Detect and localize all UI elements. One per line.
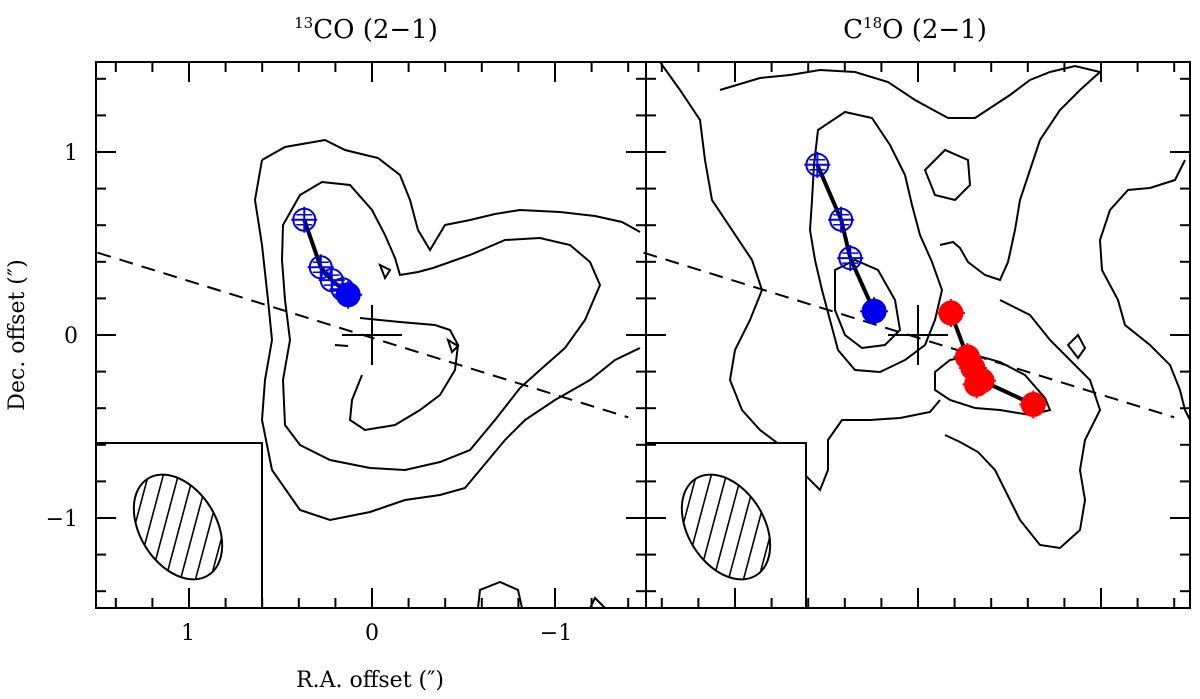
series-0-point-2 <box>837 245 864 272</box>
panel2-marks <box>804 151 1048 419</box>
panel2-contour-right <box>1098 159 1191 421</box>
panel2-source-cross <box>888 305 948 365</box>
series-0-point-0 <box>291 206 318 233</box>
panel1-beam-box <box>95 442 263 609</box>
panel1-contour-inner <box>348 317 460 432</box>
panel1 <box>95 61 647 609</box>
y-tick-label: −1 <box>46 507 78 532</box>
panel1-contour-outer-2 <box>253 159 641 522</box>
y-tick-label: 1 <box>64 141 78 166</box>
panel2-contour-island-2 <box>1066 333 1087 360</box>
panel2-title-pre: C <box>843 15 863 45</box>
panel2-contour-island-1 <box>923 148 972 202</box>
series-0-point-4 <box>334 280 363 309</box>
panel2-contour-top <box>719 64 1103 282</box>
panel1-contour-outer <box>261 138 641 252</box>
panel1-contour-mid <box>280 180 602 472</box>
panel2-beam-box <box>645 442 807 609</box>
panel1-contour-small <box>334 262 460 354</box>
x-tick-label: 1 <box>181 621 195 646</box>
panel1-marks <box>291 206 363 309</box>
panel2-title-sup: 18 <box>863 14 882 32</box>
panel2-frame <box>645 61 1191 609</box>
panel1-title-main: CO (2−1) <box>313 15 438 45</box>
panel2-contour-inner <box>834 258 902 350</box>
panel2-contour-outer <box>659 61 941 492</box>
x-tick-labels: 1 0 −1 <box>181 621 572 646</box>
x-tick-label: 0 <box>365 621 379 646</box>
panel2-title-main: O (2−1) <box>882 15 987 45</box>
panel2-contour-mid <box>808 110 944 374</box>
series-1-point-0 <box>936 299 965 328</box>
panel1-contour-bottom <box>477 580 606 609</box>
series-0-point-3 <box>860 297 889 326</box>
series-0-point-1 <box>828 206 855 233</box>
panel2 <box>643 61 1191 609</box>
y-axis-label: Dec. offset (″) <box>5 259 30 410</box>
y-tick-labels: 1 0 −1 <box>46 141 78 532</box>
panel2-title: C18O (2−1) <box>843 14 987 45</box>
series-1-point-4 <box>968 366 997 395</box>
panel1-title-sup: 13 <box>294 14 313 32</box>
series-0-point-0 <box>804 151 831 178</box>
x-tick-label: −1 <box>540 621 572 646</box>
panel1-title: 13CO (2−1) <box>294 14 438 45</box>
panel2-contour-lower <box>944 299 1102 550</box>
series-0-path <box>815 164 876 313</box>
x-axis-label: R.A. offset (″) <box>296 668 444 693</box>
series-1-point-5 <box>1019 390 1048 419</box>
panel1-source-cross <box>342 305 402 365</box>
y-tick-label: 0 <box>64 324 78 349</box>
